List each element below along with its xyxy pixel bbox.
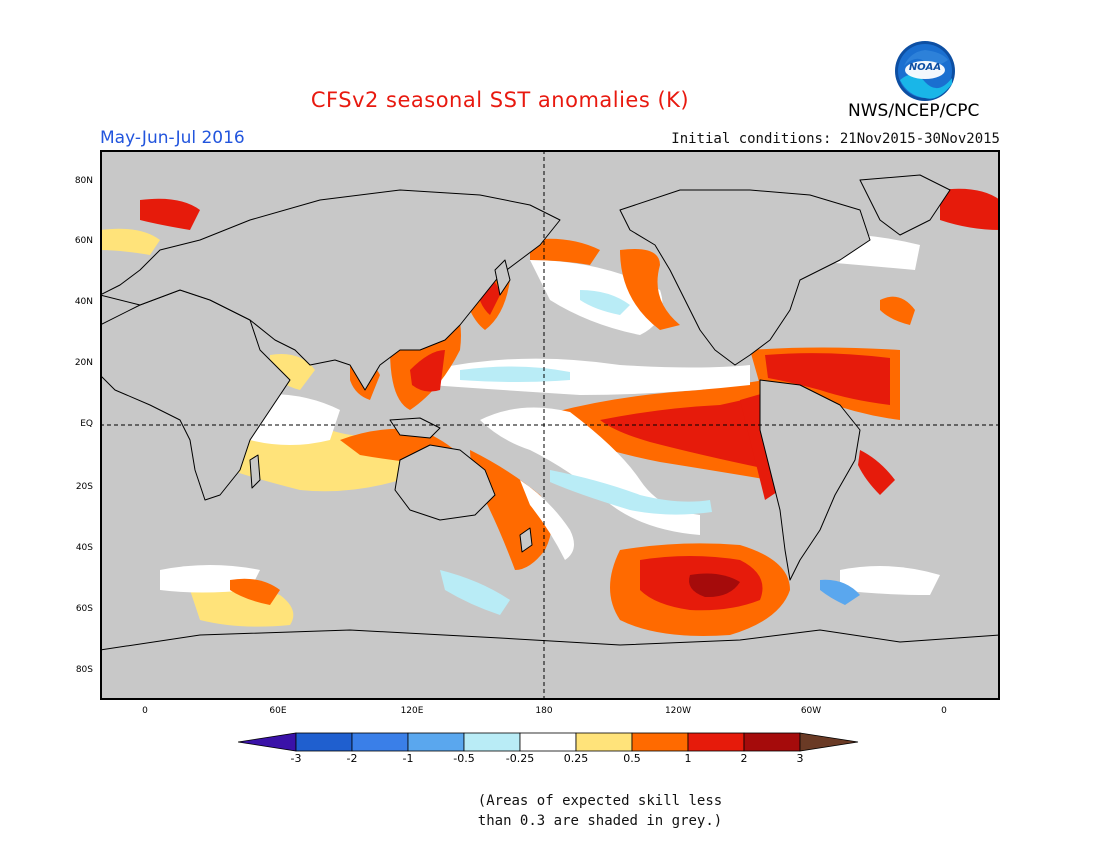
lat-label: EQ [80,419,93,429]
noaa-logo: NOAA [894,40,956,102]
lon-label: 0 [142,706,148,716]
indonesia [389,417,441,439]
north-atlantic-warm [880,296,915,325]
lat-label: 40S [75,543,93,553]
ne-pacific-warm [620,249,680,330]
spcz-white [520,480,574,560]
forecast-period: May-Jun-Jul 2016 [100,128,245,148]
colorbar [237,732,862,752]
antarctica [100,629,1000,700]
colorbar-swatch [519,732,577,752]
south-america [759,379,861,581]
central-pacific-cool [550,470,712,515]
lon-label: 120W [664,706,692,716]
colorbar-swatch [743,732,801,752]
sst-anomaly-map [100,150,1000,700]
barents-warm [140,198,200,230]
lon-label: 120E [400,706,424,716]
colorbar-swatch [407,732,465,752]
chart-title: CFSv2 seasonal SST anomalies (K) [310,88,690,112]
lat-label: 60N [74,236,93,246]
map-frame [100,150,1000,700]
maritime-hot [410,350,445,392]
logo-text: NOAA [908,62,942,73]
lon-label: 0 [941,706,947,716]
atlantic-hot [765,353,890,405]
colorbar-tick-label: 0.5 [623,752,641,765]
north-pacific-cool [460,366,570,382]
alaska-warm [530,238,600,265]
brazil-warm [858,450,895,495]
colorbar-swatch [575,732,633,752]
colorbar-tick-label: -0.25 [505,752,535,765]
lon-label: 60E [269,706,287,716]
colorbar-swatch [295,732,353,752]
madagascar [249,454,261,489]
new-zealand [519,527,533,553]
lat-label: 80N [74,176,93,186]
lat-label: 80S [75,665,93,675]
south-indian-warm [230,578,280,605]
eq-pacific-hot [600,395,766,468]
colorbar-swatch [351,732,409,752]
colorbar-tick-label: -0.5 [453,752,475,765]
colorbar-svg [237,732,859,752]
colorbar-tick-label: 3 [796,752,804,765]
colorbar-tick-label: 0.25 [563,752,589,765]
colorbar-swatch [463,732,521,752]
south-atlantic-white [840,566,940,595]
agency-label: NWS/NCEP/CPC [848,101,980,121]
colorbar-swatch [687,732,745,752]
se-pacific-cool [440,570,510,615]
lat-label: 20S [75,482,93,492]
continents [100,174,1000,700]
colorbar-tick-label: -1 [402,752,414,765]
colorbar-arrow-low [237,732,297,752]
south-atlantic-cool [820,579,860,605]
greenland [859,174,951,236]
colorbar-arrow-high [799,732,859,752]
arctic-warm-w [100,228,160,255]
colorbar-tick-label: -2 [346,752,358,765]
kuroshio-cool [580,290,630,315]
skill-note-line-1: (Areas of expected skill less [477,793,723,809]
lon-label: 60W [800,706,822,716]
lon-label: 180 [535,706,553,716]
colorbar-tick-label: -3 [290,752,302,765]
skill-note-line-2: than 0.3 are shaded in grey.) [477,813,723,829]
japan [494,259,511,296]
initial-conditions: Initial conditions: 21Nov2015-30Nov2015 [671,131,1000,147]
colorbar-swatch [631,732,689,752]
eurasia [100,189,561,391]
greenland-warm [940,188,1000,230]
australia [394,444,496,521]
colorbar-tick-label: 2 [740,752,748,765]
skill-note: (Areas of expected skill less than 0.3 a… [420,791,780,831]
lat-label: 60S [75,604,93,614]
north-america [619,189,871,366]
lat-label: 40N [74,297,93,307]
colorbar-tick-label: 1 [684,752,692,765]
lat-label: 20N [74,358,93,368]
se-pacific-core [689,573,740,598]
